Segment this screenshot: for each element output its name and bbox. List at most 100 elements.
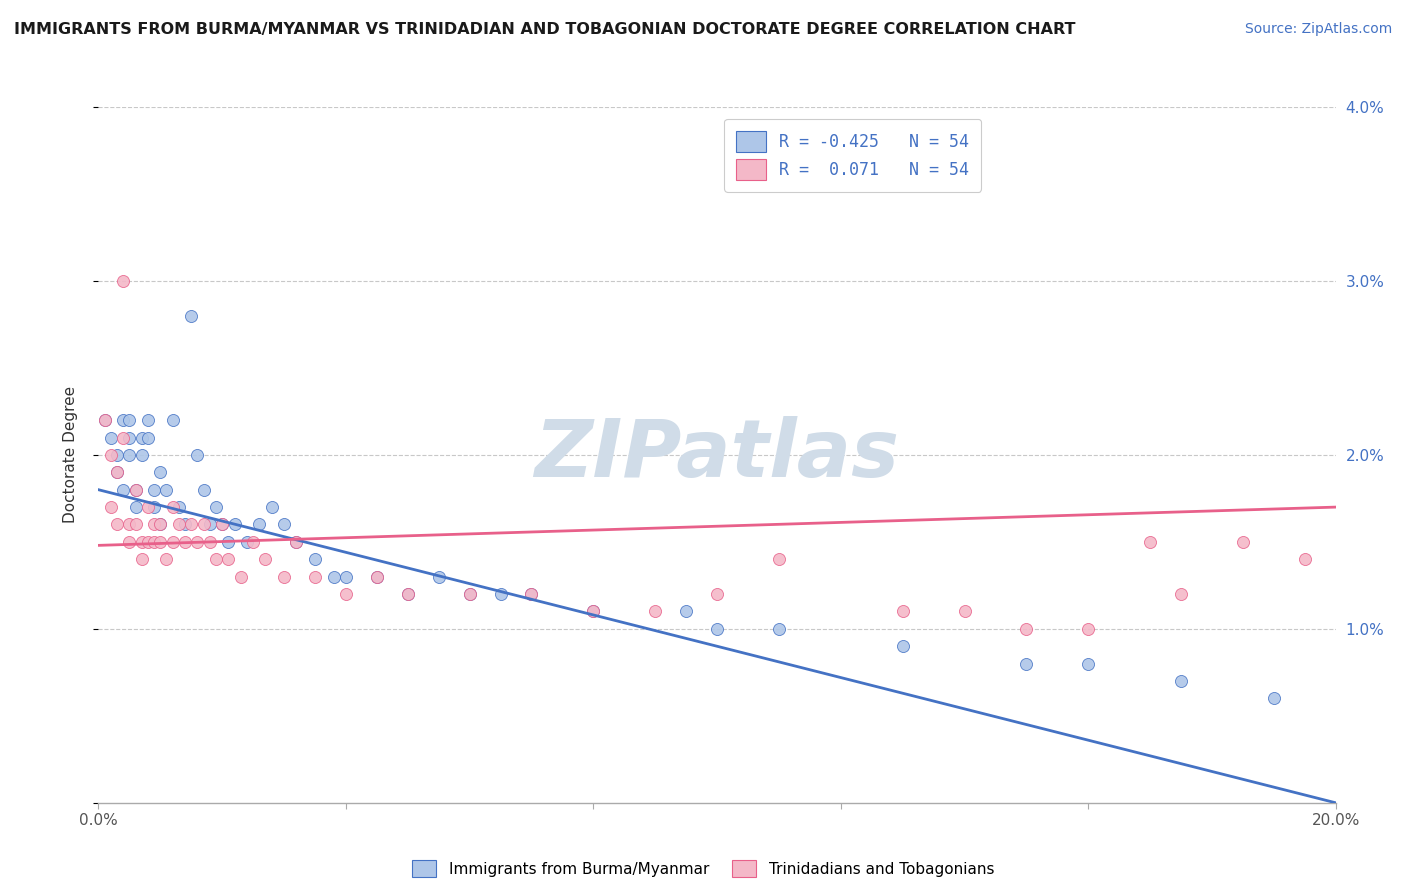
Point xyxy=(396,587,419,601)
Point xyxy=(112,413,135,427)
Point xyxy=(489,587,512,601)
Point xyxy=(167,517,190,532)
Point xyxy=(242,535,264,549)
Point xyxy=(335,570,357,584)
Point xyxy=(118,517,141,532)
Point xyxy=(105,517,128,532)
Point xyxy=(100,500,122,514)
Point xyxy=(93,413,115,427)
Point xyxy=(131,535,153,549)
Point xyxy=(675,605,697,619)
Point xyxy=(136,413,159,427)
Point xyxy=(198,517,221,532)
Point xyxy=(143,483,166,497)
Point xyxy=(582,605,605,619)
Point xyxy=(124,483,146,497)
Point xyxy=(458,587,481,601)
Point xyxy=(136,535,159,549)
Y-axis label: Doctorate Degree: Doctorate Degree xyxy=(63,386,77,524)
Point xyxy=(162,413,184,427)
Point xyxy=(174,535,197,549)
Point xyxy=(768,552,790,566)
Point xyxy=(366,570,388,584)
Point xyxy=(520,587,543,601)
Point xyxy=(1263,691,1285,706)
Point xyxy=(180,309,202,323)
Legend: R = -0.425   N = 54, R =  0.071   N = 54: R = -0.425 N = 54, R = 0.071 N = 54 xyxy=(724,119,981,192)
Point xyxy=(1077,657,1099,671)
Point xyxy=(124,483,146,497)
Point xyxy=(118,431,141,445)
Point xyxy=(260,500,283,514)
Point xyxy=(520,587,543,601)
Point xyxy=(167,500,190,514)
Point xyxy=(285,535,308,549)
Point xyxy=(155,552,177,566)
Point xyxy=(124,517,146,532)
Point xyxy=(1170,674,1192,689)
Point xyxy=(273,570,295,584)
Point xyxy=(891,605,914,619)
Point xyxy=(427,570,450,584)
Point xyxy=(136,500,159,514)
Point xyxy=(224,517,246,532)
Point xyxy=(211,517,233,532)
Point xyxy=(211,517,233,532)
Legend: Immigrants from Burma/Myanmar, Trinidadians and Tobagonians: Immigrants from Burma/Myanmar, Trinidadi… xyxy=(406,854,1000,883)
Point xyxy=(1170,587,1192,601)
Point xyxy=(186,535,208,549)
Point xyxy=(149,517,172,532)
Point xyxy=(285,535,308,549)
Point xyxy=(1139,535,1161,549)
Point xyxy=(162,500,184,514)
Point xyxy=(644,605,666,619)
Point xyxy=(118,535,141,549)
Point xyxy=(100,431,122,445)
Point xyxy=(162,535,184,549)
Point xyxy=(105,448,128,462)
Point xyxy=(304,570,326,584)
Point xyxy=(112,431,135,445)
Point xyxy=(335,587,357,601)
Point xyxy=(304,552,326,566)
Point xyxy=(143,517,166,532)
Point xyxy=(366,570,388,584)
Point xyxy=(186,448,208,462)
Point xyxy=(136,431,159,445)
Point xyxy=(149,535,172,549)
Point xyxy=(458,587,481,601)
Point xyxy=(1294,552,1316,566)
Point xyxy=(273,517,295,532)
Point xyxy=(149,517,172,532)
Point xyxy=(124,500,146,514)
Point xyxy=(193,483,215,497)
Point xyxy=(193,517,215,532)
Point xyxy=(891,639,914,653)
Point xyxy=(706,587,728,601)
Point xyxy=(236,535,259,549)
Point xyxy=(143,535,166,549)
Point xyxy=(118,448,141,462)
Point xyxy=(149,466,172,480)
Point xyxy=(1015,657,1038,671)
Point xyxy=(217,535,239,549)
Point xyxy=(112,274,135,288)
Text: IMMIGRANTS FROM BURMA/MYANMAR VS TRINIDADIAN AND TOBAGONIAN DOCTORATE DEGREE COR: IMMIGRANTS FROM BURMA/MYANMAR VS TRINIDA… xyxy=(14,22,1076,37)
Point xyxy=(396,587,419,601)
Point xyxy=(322,570,344,584)
Text: Source: ZipAtlas.com: Source: ZipAtlas.com xyxy=(1244,22,1392,37)
Point xyxy=(953,605,976,619)
Text: ZIPatlas: ZIPatlas xyxy=(534,416,900,494)
Point xyxy=(247,517,270,532)
Point xyxy=(217,552,239,566)
Point xyxy=(768,622,790,636)
Point xyxy=(198,535,221,549)
Point xyxy=(155,483,177,497)
Point xyxy=(100,448,122,462)
Point xyxy=(1015,622,1038,636)
Point xyxy=(105,466,128,480)
Point xyxy=(143,500,166,514)
Point xyxy=(582,605,605,619)
Point xyxy=(254,552,277,566)
Point xyxy=(105,466,128,480)
